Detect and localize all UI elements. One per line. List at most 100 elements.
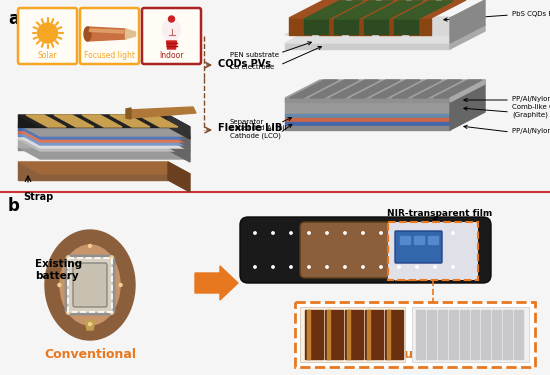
Bar: [325, 310, 343, 359]
Text: NIR-transparent film: NIR-transparent film: [387, 209, 493, 218]
Circle shape: [89, 322, 91, 326]
Polygon shape: [18, 133, 168, 136]
Polygon shape: [125, 29, 135, 39]
Polygon shape: [285, 17, 485, 35]
Polygon shape: [371, 80, 420, 98]
Bar: [367, 310, 370, 359]
Polygon shape: [18, 127, 190, 139]
Polygon shape: [289, 80, 338, 98]
Polygon shape: [18, 133, 190, 145]
Polygon shape: [334, 1, 393, 19]
Polygon shape: [285, 102, 450, 114]
Polygon shape: [126, 108, 131, 119]
Circle shape: [272, 232, 274, 234]
Bar: [416, 310, 425, 359]
FancyBboxPatch shape: [388, 222, 478, 280]
Polygon shape: [285, 118, 450, 122]
Text: Flexible LIB: Flexible LIB: [444, 355, 497, 364]
Polygon shape: [412, 80, 461, 98]
Bar: [470, 310, 480, 359]
Polygon shape: [450, 108, 485, 130]
Circle shape: [58, 284, 61, 286]
Polygon shape: [289, 18, 311, 35]
Text: CQDs PVs: CQDs PVs: [331, 355, 375, 364]
Polygon shape: [433, 80, 482, 98]
Bar: [307, 310, 310, 359]
Bar: [460, 310, 469, 359]
Polygon shape: [168, 162, 190, 192]
Polygon shape: [409, 18, 431, 35]
Circle shape: [434, 266, 436, 268]
Bar: [427, 310, 436, 359]
Polygon shape: [168, 133, 190, 148]
Circle shape: [308, 266, 310, 268]
Polygon shape: [18, 115, 190, 127]
Polygon shape: [168, 130, 190, 145]
Circle shape: [416, 232, 418, 234]
Circle shape: [168, 16, 174, 22]
Polygon shape: [168, 124, 190, 139]
Bar: [449, 310, 458, 359]
Text: New structure: New structure: [350, 348, 450, 361]
Circle shape: [380, 232, 382, 234]
Polygon shape: [128, 107, 196, 118]
Polygon shape: [90, 29, 124, 33]
Bar: [327, 310, 330, 359]
Polygon shape: [450, 80, 485, 102]
Polygon shape: [349, 0, 406, 18]
Polygon shape: [450, 25, 485, 49]
Text: Focused light: Focused light: [84, 51, 135, 60]
FancyBboxPatch shape: [300, 222, 395, 278]
Circle shape: [290, 232, 292, 234]
Polygon shape: [18, 127, 168, 130]
Polygon shape: [364, 1, 423, 19]
Polygon shape: [364, 19, 388, 34]
Bar: [481, 310, 490, 359]
Ellipse shape: [60, 245, 120, 325]
Bar: [305, 310, 323, 359]
Text: Strap: Strap: [23, 192, 53, 202]
Text: PP/Al/Nylon pouch: PP/Al/Nylon pouch: [512, 128, 550, 134]
Circle shape: [254, 266, 256, 268]
Text: Expanded Al foil
Cathode (LCO): Expanded Al foil Cathode (LCO): [230, 125, 287, 139]
Circle shape: [452, 266, 454, 268]
Bar: [365, 310, 383, 359]
FancyBboxPatch shape: [240, 217, 491, 283]
Text: Cu electrode: Cu electrode: [230, 64, 274, 70]
Text: PEN substrate: PEN substrate: [230, 52, 279, 58]
Bar: [387, 310, 390, 359]
Polygon shape: [167, 41, 177, 49]
Text: Separator: Separator: [230, 119, 264, 125]
Polygon shape: [18, 115, 168, 127]
Polygon shape: [168, 139, 190, 159]
FancyBboxPatch shape: [300, 307, 405, 362]
Polygon shape: [18, 147, 168, 150]
Polygon shape: [450, 100, 485, 122]
Polygon shape: [168, 136, 190, 151]
Polygon shape: [285, 80, 485, 98]
Polygon shape: [285, 98, 450, 102]
Circle shape: [326, 266, 328, 268]
Polygon shape: [82, 115, 122, 127]
FancyBboxPatch shape: [142, 8, 201, 64]
Circle shape: [110, 311, 113, 314]
Polygon shape: [285, 122, 450, 126]
Circle shape: [344, 266, 346, 268]
Circle shape: [119, 284, 122, 286]
Text: Flexible LIB: Flexible LIB: [218, 123, 282, 133]
Polygon shape: [379, 18, 401, 35]
Bar: [428, 236, 438, 244]
Polygon shape: [450, 80, 485, 102]
Polygon shape: [334, 19, 358, 34]
Circle shape: [272, 266, 274, 268]
Text: a: a: [8, 10, 19, 28]
Bar: [503, 310, 512, 359]
Text: Solar: Solar: [38, 51, 57, 60]
Polygon shape: [26, 115, 66, 127]
Bar: [514, 310, 523, 359]
Text: PbS CQDs PVs: PbS CQDs PVs: [512, 11, 550, 17]
Polygon shape: [18, 162, 190, 174]
Polygon shape: [304, 1, 363, 19]
FancyBboxPatch shape: [395, 231, 442, 263]
FancyBboxPatch shape: [66, 256, 114, 314]
